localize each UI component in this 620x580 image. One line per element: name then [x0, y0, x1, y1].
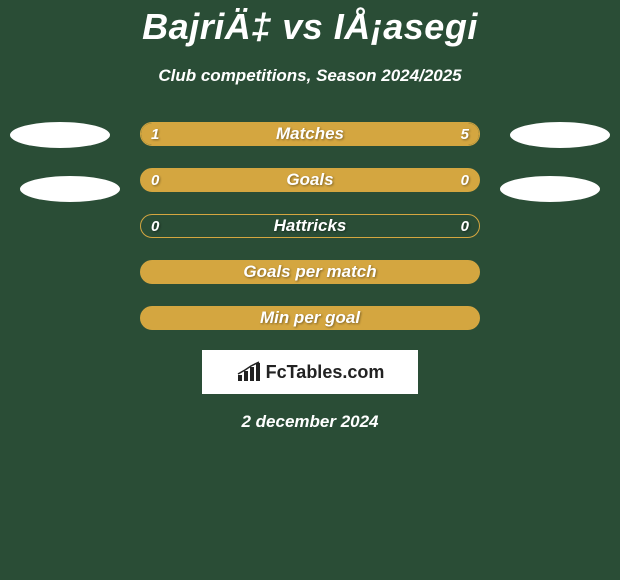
stat-label-goals: Goals — [141, 170, 479, 190]
stat-bars: 1 Matches 5 0 Goals 0 0 Hattricks 0 Goal… — [140, 122, 480, 330]
stat-label-hattricks: Hattricks — [141, 216, 479, 236]
stat-val-hattricks-right: 0 — [461, 218, 469, 235]
player-photo-right-2 — [500, 176, 600, 202]
stat-bar-mpg: Min per goal — [140, 306, 480, 330]
stat-bar-goals: 0 Goals 0 — [140, 168, 480, 192]
player-photo-left-2 — [20, 176, 120, 202]
logo-text: FcTables.com — [266, 362, 385, 383]
date-label: 2 december 2024 — [0, 412, 620, 432]
stat-bar-hattricks: 0 Hattricks 0 — [140, 214, 480, 238]
player-photo-right-1 — [510, 122, 610, 148]
stat-label-matches: Matches — [141, 124, 479, 144]
logo-box[interactable]: FcTables.com — [202, 350, 418, 394]
subtitle: Club competitions, Season 2024/2025 — [0, 66, 620, 86]
logo-inner: FcTables.com — [236, 361, 385, 383]
player-photo-left-1 — [10, 122, 110, 148]
stat-val-goals-right: 0 — [461, 172, 469, 189]
stat-label-gpm: Goals per match — [141, 262, 479, 282]
stat-label-mpg: Min per goal — [141, 308, 479, 328]
stat-val-matches-right: 5 — [461, 126, 469, 143]
page-title: BajriÄ‡ vs IÅ¡asegi — [0, 0, 620, 48]
stat-bar-matches: 1 Matches 5 — [140, 122, 480, 146]
bar-chart-icon — [236, 361, 262, 383]
stat-bar-gpm: Goals per match — [140, 260, 480, 284]
stats-area: 1 Matches 5 0 Goals 0 0 Hattricks 0 Goal… — [0, 122, 620, 330]
